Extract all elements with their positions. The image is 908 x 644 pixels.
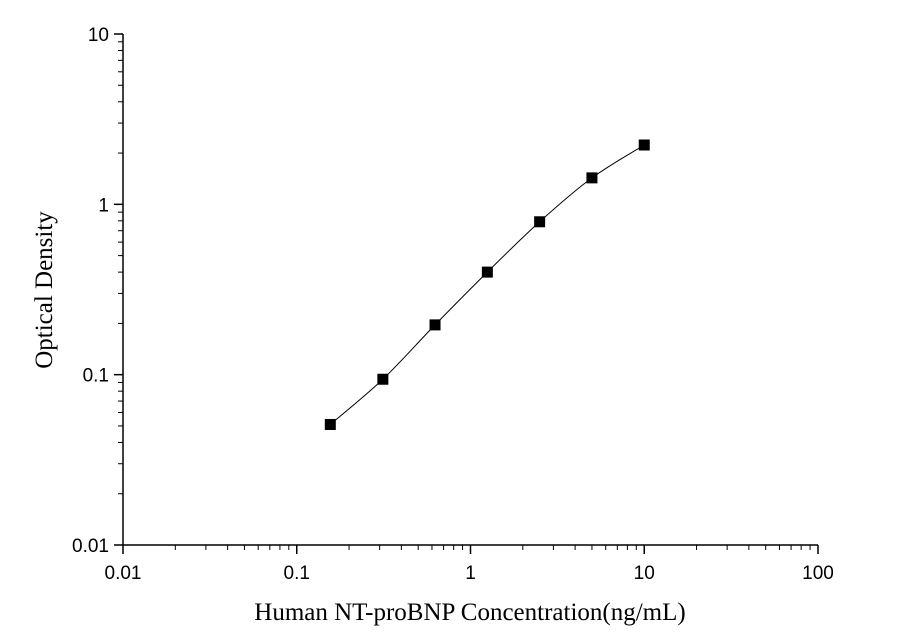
y-tick-label: 0.1 <box>83 366 109 387</box>
data-point <box>481 266 493 278</box>
tick-labels: 0.01 0.1 1 10 100 0.01 0.1 1 10 <box>72 25 834 584</box>
y-axis-title: Optical Density <box>31 211 58 369</box>
data-point <box>324 418 336 430</box>
y-tick-label: 1 <box>98 195 109 216</box>
x-tick-label: 0.1 <box>284 563 310 584</box>
data-point <box>377 373 389 385</box>
x-tick-label: 1 <box>465 563 476 584</box>
y-tick-label: 0.01 <box>72 536 109 557</box>
data-point <box>638 139 650 151</box>
x-tick-label: 100 <box>802 563 834 584</box>
ticks <box>114 33 819 554</box>
data-points <box>324 139 650 430</box>
x-tick-label: 0.01 <box>105 563 142 584</box>
data-point <box>586 172 598 184</box>
data-point <box>534 216 546 228</box>
y-tick-label: 10 <box>88 25 109 46</box>
x-axis-title: Human NT-proBNP Concentration(ng/mL) <box>254 599 685 626</box>
x-tick-label: 10 <box>634 563 655 584</box>
data-point <box>429 319 441 331</box>
